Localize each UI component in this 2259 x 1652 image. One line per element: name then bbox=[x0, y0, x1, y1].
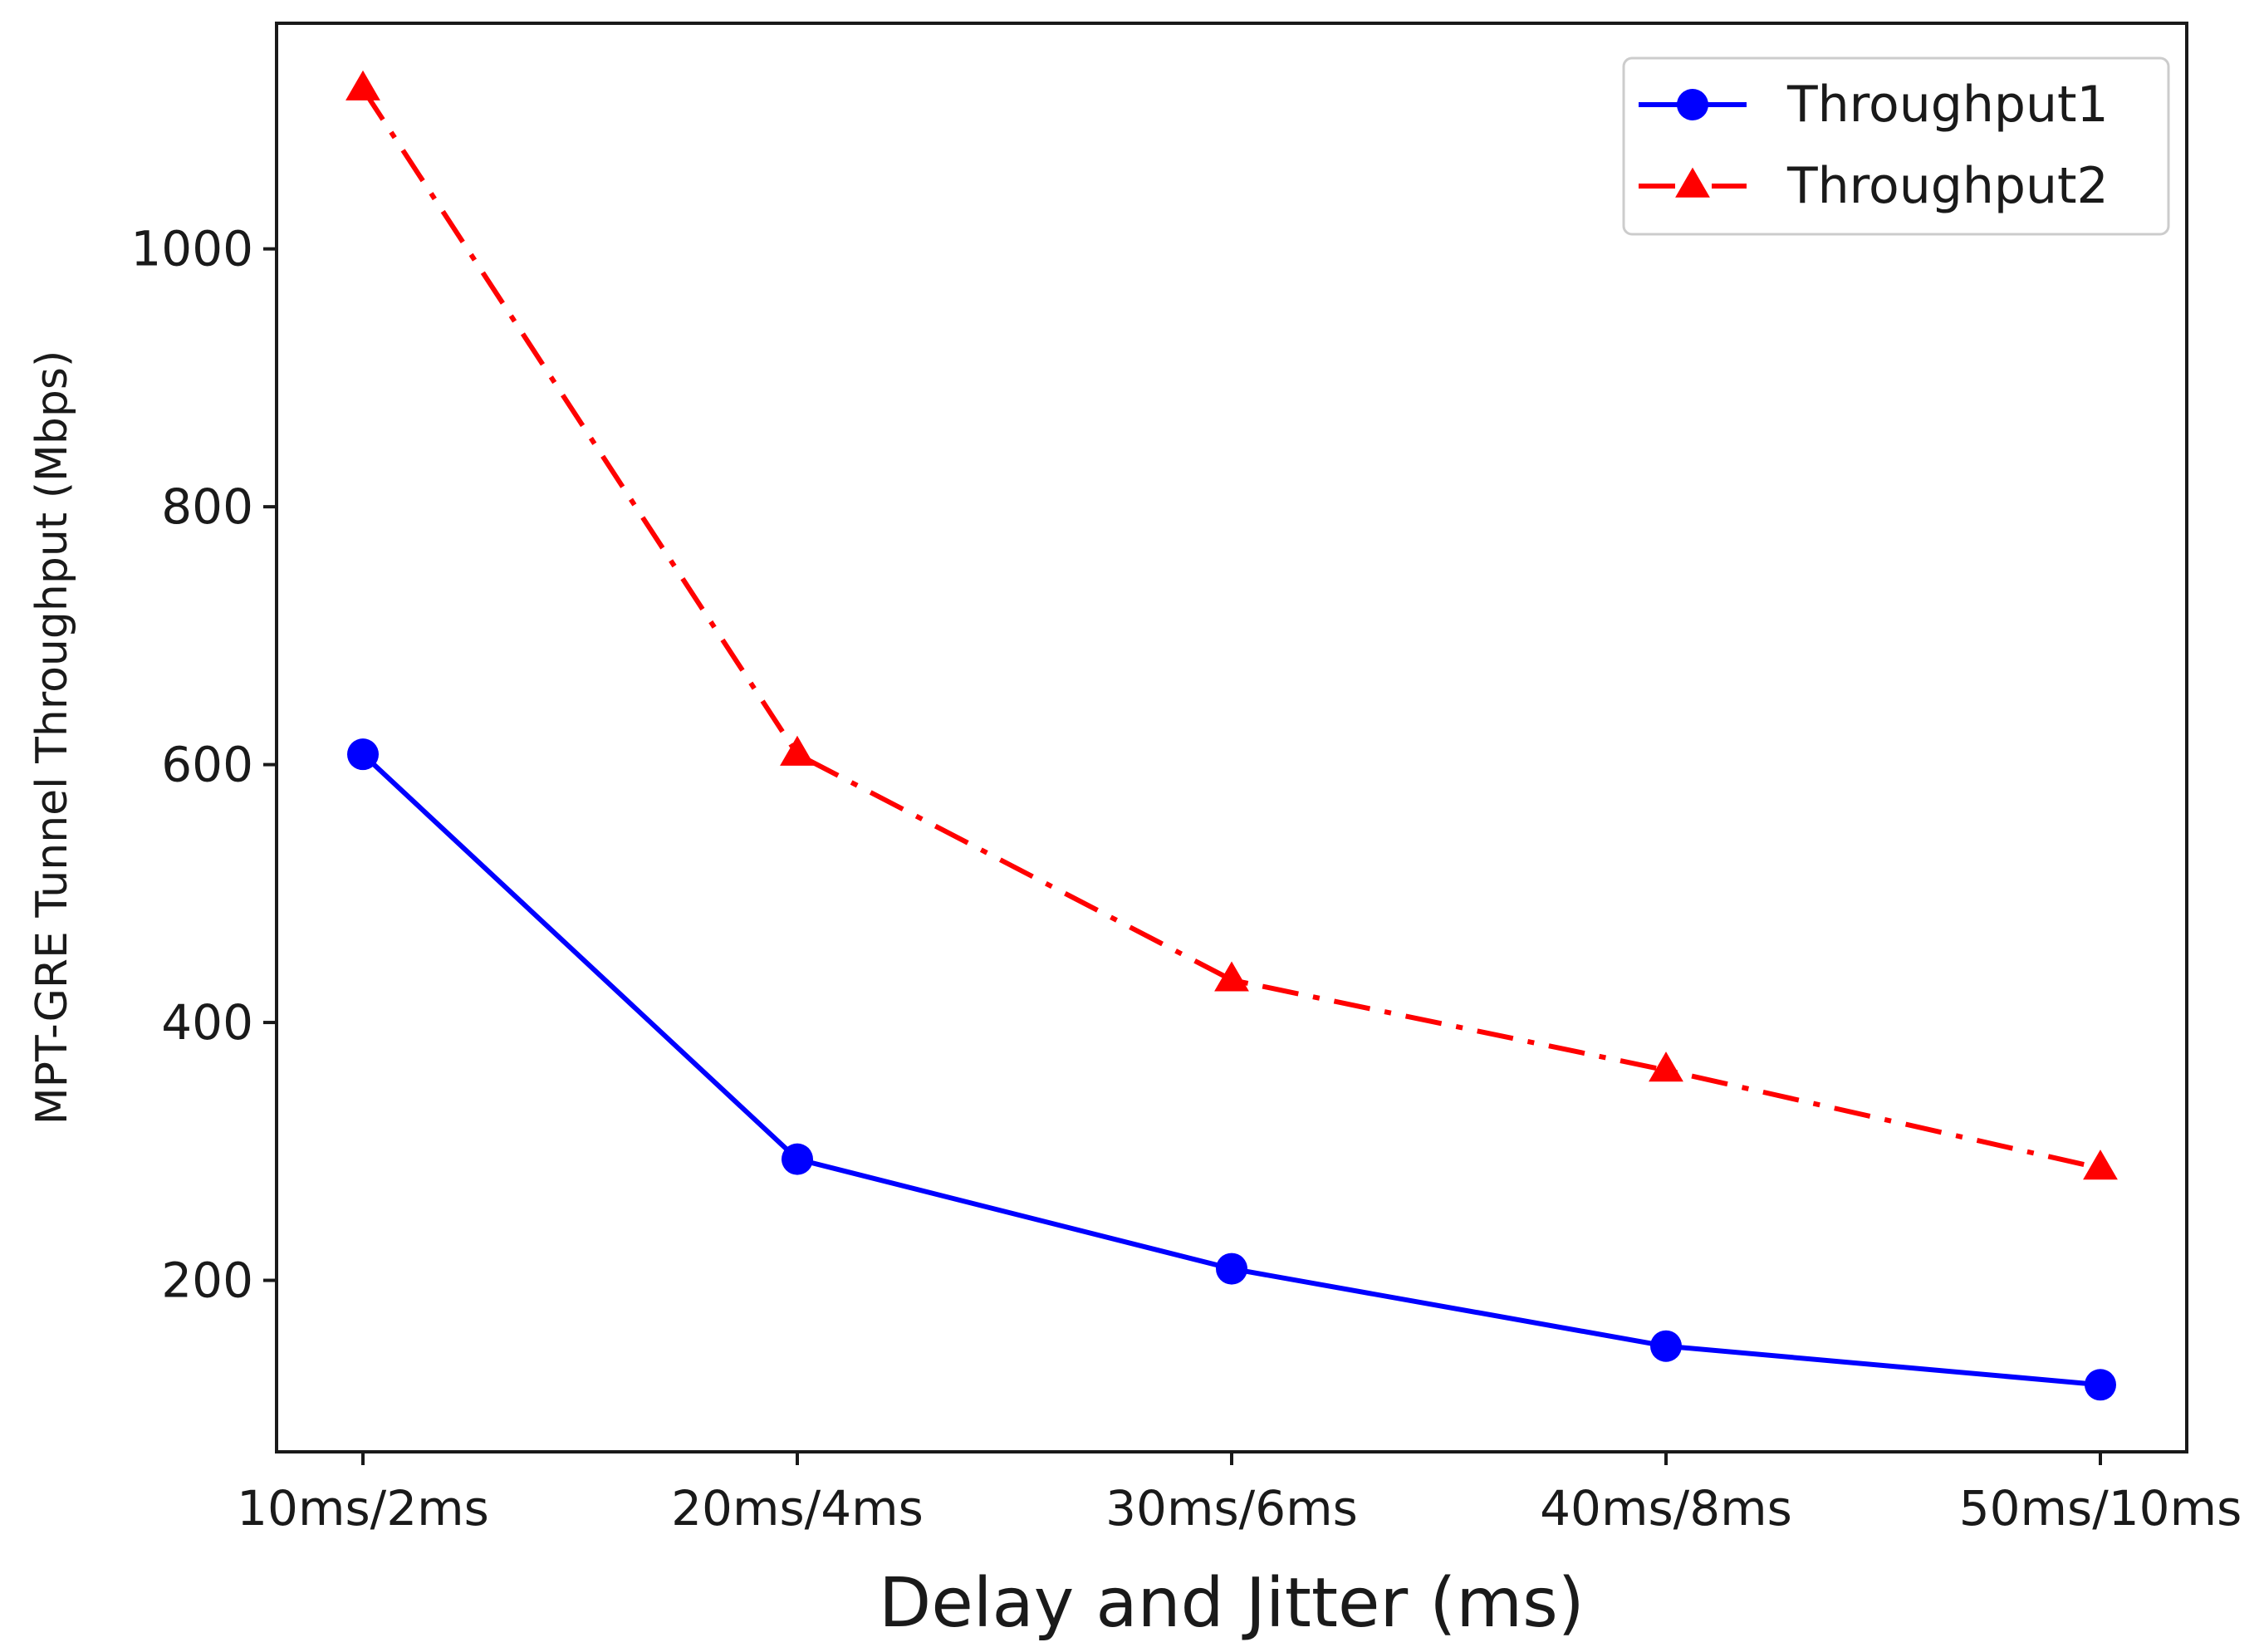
series-Throughput2 bbox=[345, 70, 2118, 1180]
x-tick-label: 30ms/6ms bbox=[1105, 1480, 1358, 1537]
data-point bbox=[1216, 1252, 1247, 1285]
data-point bbox=[1650, 1330, 1682, 1362]
data-point bbox=[1649, 1051, 1683, 1082]
x-axis: 10ms/2ms 20ms/4ms 30ms/6ms 40ms/8ms 50ms/10m… bbox=[237, 1452, 2242, 1537]
legend: Throughput1 Throughput2 bbox=[1622, 56, 2170, 236]
plot-area bbox=[345, 70, 2118, 1401]
y-axis-label: MPT-GRE Tunnel Throughput (Mbps) bbox=[27, 350, 77, 1125]
x-tick-label: 40ms/8ms bbox=[1540, 1480, 1792, 1537]
y-tick-label: 1000 bbox=[130, 221, 253, 277]
data-point bbox=[782, 1143, 813, 1175]
legend-marker bbox=[1677, 89, 1708, 120]
x-axis-label: Delay and Jitter (ms) bbox=[879, 1564, 1585, 1643]
data-point bbox=[347, 738, 379, 771]
y-tick-label: 800 bbox=[161, 478, 253, 535]
x-tick-label: 10ms/2ms bbox=[237, 1480, 489, 1537]
y-tick-label: 600 bbox=[161, 737, 253, 793]
legend-label: Throughput2 bbox=[1786, 157, 2109, 215]
data-point bbox=[345, 70, 380, 100]
legend-box bbox=[1622, 56, 2170, 236]
data-point bbox=[1214, 961, 1249, 992]
legend-marker bbox=[1675, 167, 1710, 198]
series-line bbox=[360, 87, 2101, 1171]
data-point bbox=[780, 735, 815, 766]
y-tick-label: 400 bbox=[161, 994, 253, 1051]
data-point bbox=[2083, 1150, 2118, 1180]
y-tick-label: 200 bbox=[161, 1252, 253, 1309]
data-point bbox=[2085, 1369, 2116, 1401]
x-tick-label: 50ms/10ms bbox=[1959, 1480, 2242, 1537]
legend-label: Throughput1 bbox=[1786, 76, 2109, 134]
series-Throughput1 bbox=[347, 738, 2116, 1401]
x-tick-label: 20ms/4ms bbox=[671, 1480, 924, 1537]
y-axis: 200 400 600 800 1000 bbox=[130, 221, 277, 1309]
